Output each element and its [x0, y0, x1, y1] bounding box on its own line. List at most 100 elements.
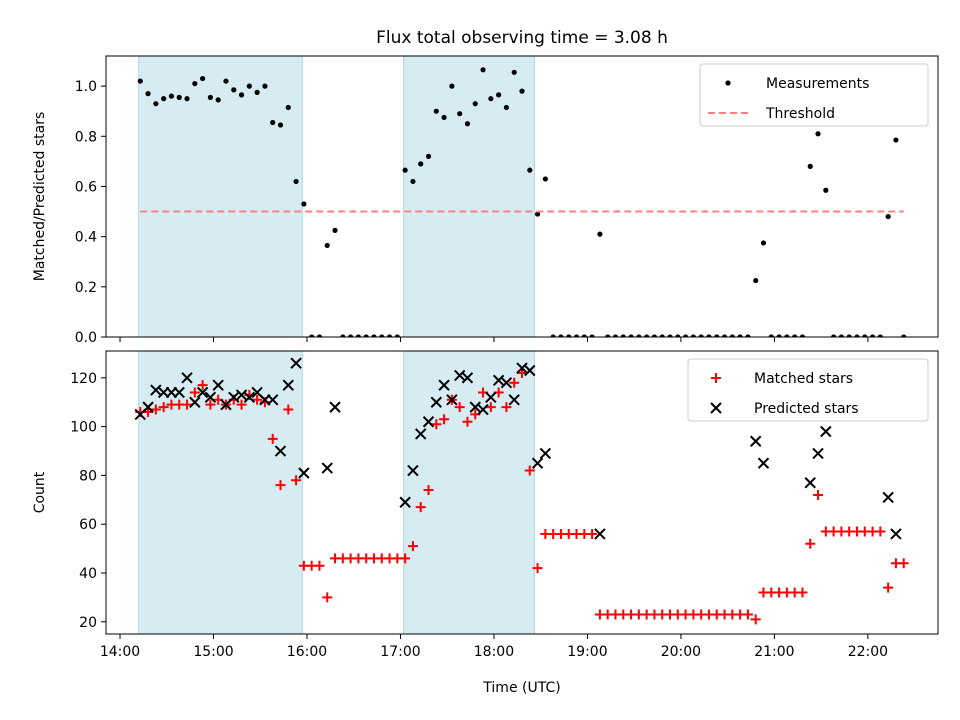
measurements-point: [215, 97, 221, 103]
measurements-point: [207, 94, 213, 100]
measurements-point: [363, 334, 369, 337]
y-tick-label: 40: [79, 566, 97, 582]
predicted-stars-point: [228, 391, 240, 404]
measurements-point: [293, 178, 299, 185]
predicted-stars-point: [212, 379, 224, 391]
measurements-point: [659, 334, 665, 337]
measurements-point: [698, 334, 704, 337]
matched-stars-point: [252, 394, 263, 405]
matched-stars-point: [587, 528, 598, 539]
measurements-point: [270, 119, 276, 126]
predicted-stars-point: [422, 416, 435, 428]
axes-frame: [105, 55, 939, 338]
matched-stars-point: [236, 399, 247, 410]
measurements-point: [184, 96, 190, 102]
matched-stars-point: [143, 406, 154, 417]
measurements-point: [457, 111, 463, 117]
measurements-point: [620, 334, 626, 337]
measurements-point: [246, 83, 252, 89]
measurements-point: [472, 101, 478, 107]
measurements-point: [753, 277, 759, 284]
predicted-stars-point: [477, 403, 489, 416]
measurements-point: [799, 334, 806, 337]
measurements-point: [425, 153, 432, 159]
matched-stars-point: [267, 433, 278, 444]
matched-stars-point: [415, 502, 426, 513]
measurements-point: [402, 167, 408, 173]
predicted-stars-point: [430, 396, 443, 408]
measurements-point: [464, 121, 471, 127]
measurements-point: [682, 334, 689, 337]
x-tick-label: 21:00: [754, 644, 794, 660]
predicted-stars-point: [804, 477, 816, 489]
measurements-point: [566, 334, 572, 337]
matched-stars-point: [532, 563, 543, 574]
legend: Matched stars Predicted stars: [687, 358, 929, 422]
predicted-stars-point: [539, 447, 552, 460]
measurements-point: [379, 334, 385, 337]
predicted-stars-point: [274, 445, 287, 457]
measurements-point: [168, 93, 175, 99]
y-tick-label: 0.6: [75, 179, 97, 195]
chart-title: Flux total observing time = 3.08 h: [376, 28, 668, 48]
measurements-point: [161, 96, 167, 102]
predicted-stars-point: [516, 362, 528, 374]
matched-stars-point: [813, 489, 824, 500]
predicted-stars-point: [500, 377, 513, 389]
measurements-point: [838, 334, 844, 337]
matched-stars-point: [524, 465, 535, 476]
matched-stars-point: [189, 387, 200, 398]
measurements-point: [386, 334, 393, 337]
legend-label: Threshold: [765, 106, 835, 122]
matched-stars-point: [275, 480, 286, 491]
measurements-point: [550, 334, 556, 337]
measurements-point: [527, 167, 533, 173]
measurements-point: [332, 227, 338, 233]
measurements-point: [573, 334, 580, 337]
measurements-point: [262, 83, 268, 89]
measurements-point: [690, 334, 696, 337]
measurements-point: [636, 334, 642, 337]
measurements-point: [846, 334, 852, 337]
measurements-point: [511, 69, 517, 75]
measurements-point: [869, 334, 876, 337]
measurements-point: [410, 178, 416, 185]
measurements-point: [815, 131, 821, 137]
measurements-point: [301, 201, 307, 207]
matched-stars-point: [205, 399, 216, 410]
predicted-stars-point: [235, 389, 248, 401]
plot-area: [137, 67, 907, 337]
measurements-point: [394, 334, 400, 337]
x-tick-label: 15:00: [193, 644, 233, 660]
predicted-stars-point: [321, 462, 333, 474]
legend: Measurements Threshold: [699, 63, 929, 127]
y-tick-label: 0.8: [75, 129, 97, 145]
measurements-point: [745, 334, 751, 337]
measurements-point: [721, 334, 728, 337]
matched-stars-point: [431, 419, 442, 430]
matched-stars-point: [314, 560, 325, 571]
observing-window-band: [403, 350, 535, 635]
measurements-point: [309, 334, 315, 337]
predicted-stars-point: [750, 435, 762, 447]
measurements-point: [433, 108, 439, 114]
plot-area: [134, 357, 909, 625]
measurements-point: [496, 92, 502, 98]
y-tick-label: 0.2: [75, 280, 97, 296]
measurements-point: [589, 334, 595, 337]
measurements-point: [223, 78, 229, 84]
predicted-stars-point: [890, 528, 902, 540]
measurements-point: [729, 334, 735, 337]
predicted-stars-point: [524, 364, 536, 377]
x-tick-label: 19:00: [567, 644, 607, 660]
measurements-point: [862, 334, 868, 337]
predicted-stars-point: [415, 428, 427, 440]
measurements-point: [542, 176, 548, 182]
matched-stars-point: [883, 582, 894, 593]
measurements-point: [285, 104, 291, 111]
predicted-stars-point: [492, 374, 505, 386]
x-tick-label: 14:00: [100, 644, 140, 660]
top-panel-matched-ratio: 0.0 0.2 0.4 0.6 0.8 1.0 Matched/Predicted star…: [32, 55, 939, 346]
predicted-stars-point: [189, 396, 201, 408]
